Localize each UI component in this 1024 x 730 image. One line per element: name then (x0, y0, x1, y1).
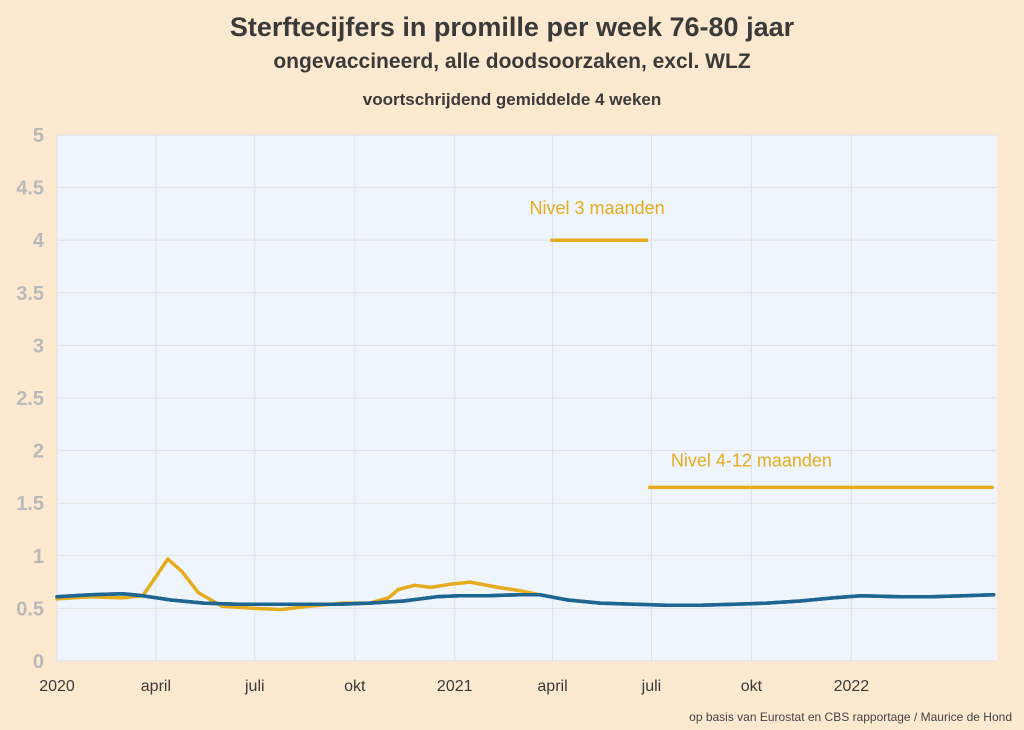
level-label: Nivel 4-12 maanden (671, 450, 832, 470)
x-tick-label: juli (641, 678, 662, 695)
x-tick-label: okt (344, 678, 366, 695)
y-tick-label: 3.5 (16, 283, 44, 305)
y-tick-label: 1 (33, 546, 44, 568)
y-tick-label: 0.5 (16, 598, 44, 620)
x-tick-label: juli (244, 678, 265, 695)
x-tick-label: 2022 (834, 678, 870, 695)
y-tick-label: 4 (33, 230, 45, 252)
series-line-gold (55, 557, 542, 612)
x-tick-label: april (537, 678, 567, 695)
y-tick-label: 2.5 (16, 388, 44, 410)
x-tick-label: april (141, 678, 171, 695)
chart-subtitle-2: voortschrijdend gemiddelde 4 weken (362, 90, 662, 109)
x-tick-label: 2021 (437, 678, 473, 695)
series-line-blue (55, 591, 996, 607)
x-tick-label: 2020 (39, 678, 75, 695)
level-label: Nivel 3 maanden (530, 198, 665, 218)
chart-subtitle: ongevaccineerd, alle doodsoorzaken, excl… (273, 50, 751, 73)
y-tick-label: 5 (33, 125, 44, 147)
y-tick-label: 4.5 (16, 178, 44, 200)
chart-title: Sterftecijfers in promille per week 76-8… (229, 12, 795, 42)
y-tick-label: 2 (33, 441, 44, 463)
y-tick-label: 1.5 (16, 493, 44, 515)
x-tick-label: okt (741, 678, 763, 695)
y-tick-label: 3 (33, 335, 44, 357)
source-note: op basis van Eurostat en CBS rapportage … (689, 710, 1012, 724)
y-tick-label: 0 (33, 651, 44, 673)
